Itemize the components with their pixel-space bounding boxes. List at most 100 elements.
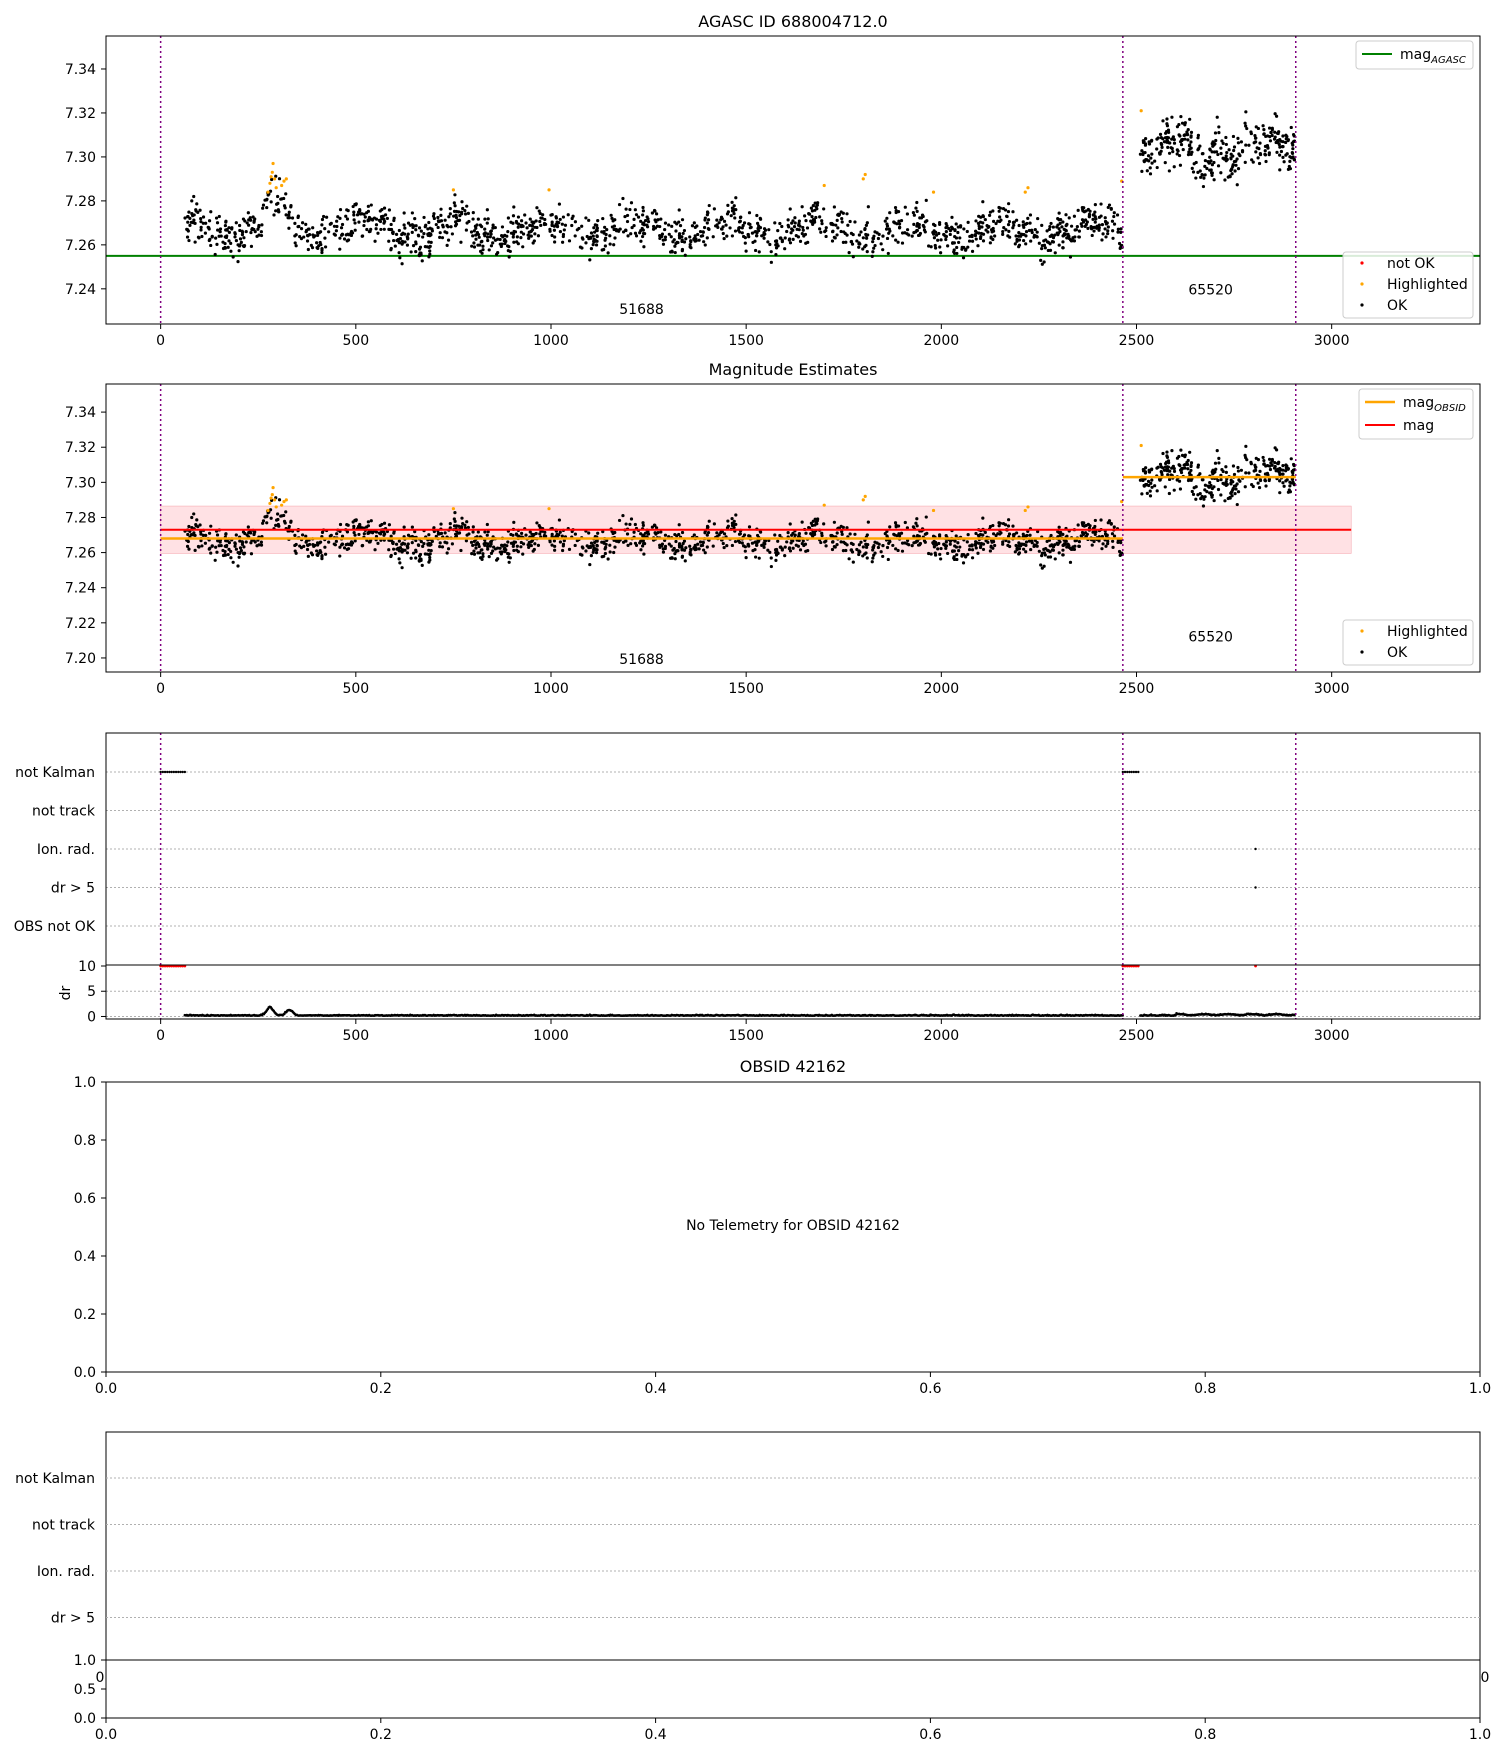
panel-agasc: AGASC ID 688004712.0 0 500 1000 1500 2000 250… — [65, 12, 1481, 349]
ok-point — [459, 210, 464, 214]
ok-point — [1106, 205, 1110, 210]
ok-point — [738, 215, 743, 220]
ok-point — [605, 228, 609, 232]
ok-point — [1257, 485, 1262, 490]
ok-point — [885, 216, 889, 220]
ok-point — [629, 201, 634, 205]
ok-point — [336, 215, 340, 219]
ok-point — [352, 524, 356, 528]
ok-point — [1212, 160, 1216, 165]
ok-point — [621, 513, 625, 518]
ok-point — [249, 552, 254, 556]
ok-point — [773, 221, 777, 225]
ok-point — [1036, 529, 1040, 534]
ok-point — [1216, 478, 1220, 483]
ok-point — [736, 539, 741, 543]
ok-point — [362, 223, 366, 228]
ok-point — [1172, 165, 1176, 169]
x-tick-label: 2500 — [1119, 681, 1155, 697]
ok-point — [1039, 258, 1043, 263]
ok-point — [287, 213, 291, 217]
ok-point — [1263, 152, 1267, 156]
ok-point — [721, 541, 725, 546]
ok-point — [492, 236, 496, 240]
ok-point — [221, 246, 226, 251]
ok-point — [934, 246, 938, 250]
ok-point — [900, 241, 905, 245]
ok-point — [306, 234, 310, 238]
ok-point — [374, 530, 379, 534]
ok-point — [478, 551, 482, 555]
ok-point — [1196, 170, 1200, 175]
ok-point — [953, 544, 957, 548]
ok-point — [589, 553, 593, 558]
ok-point — [1153, 159, 1157, 163]
y-tick-label: 7.32 — [65, 440, 96, 456]
ok-point — [491, 549, 495, 553]
ok-point — [1112, 211, 1116, 215]
ok-point — [1275, 150, 1279, 154]
ok-point — [674, 229, 678, 233]
ok-point — [259, 540, 263, 544]
ok-point — [720, 217, 724, 221]
ok-point — [397, 228, 401, 233]
ok-point — [1281, 134, 1285, 138]
ok-point — [1236, 167, 1241, 171]
ok-point — [217, 544, 221, 548]
ok-point — [726, 519, 730, 523]
ok-point — [742, 533, 747, 537]
ok-point — [1232, 145, 1237, 149]
ok-point — [654, 220, 658, 224]
x-tick-label: 0 — [156, 333, 165, 349]
ok-point — [489, 540, 493, 544]
flag-point — [1121, 770, 1125, 774]
highlighted-point — [280, 503, 284, 507]
ok-point — [1061, 548, 1065, 552]
ok-point — [511, 235, 515, 239]
ok-point — [427, 548, 431, 552]
ok-point — [698, 229, 703, 234]
ok-point — [774, 239, 779, 243]
ok-point — [1185, 130, 1189, 134]
ok-point — [192, 194, 196, 199]
ok-point — [733, 229, 738, 233]
ok-point — [641, 534, 645, 538]
dr-not-ok-point — [1134, 965, 1138, 968]
ok-point — [1251, 484, 1255, 489]
ok-point — [397, 240, 401, 244]
ok-point — [482, 542, 486, 546]
ok-point — [342, 546, 347, 550]
ok-point — [1177, 479, 1182, 483]
ok-point — [233, 542, 237, 546]
ok-point — [701, 230, 705, 234]
ok-point — [345, 217, 350, 221]
ok-point — [732, 519, 736, 523]
ok-point — [558, 230, 563, 234]
ok-point — [944, 534, 948, 538]
ok-point — [1061, 246, 1065, 250]
ok-point — [931, 534, 936, 538]
ok-point — [249, 541, 253, 545]
ok-point — [1216, 152, 1220, 157]
ok-point — [1183, 123, 1187, 127]
ok-point — [515, 235, 519, 239]
ok-point — [377, 218, 381, 222]
ok-point — [196, 210, 200, 215]
ok-point — [769, 556, 773, 560]
ok-point — [199, 225, 203, 229]
highlighted-point — [861, 498, 865, 502]
ok-point — [216, 539, 220, 543]
panel1-legend-lower: not OK Highlighted OK — [1342, 251, 1474, 319]
ok-point — [921, 214, 925, 219]
ok-point — [304, 534, 308, 538]
ok-point — [554, 215, 558, 219]
ok-point — [227, 547, 231, 551]
ok-point — [365, 525, 369, 529]
ok-point — [603, 551, 607, 556]
ok-point — [453, 511, 457, 515]
ok-point — [1262, 132, 1266, 136]
ok-point — [979, 541, 984, 546]
ok-point — [362, 212, 366, 216]
ok-point — [1141, 139, 1145, 143]
ok-point — [948, 229, 953, 233]
